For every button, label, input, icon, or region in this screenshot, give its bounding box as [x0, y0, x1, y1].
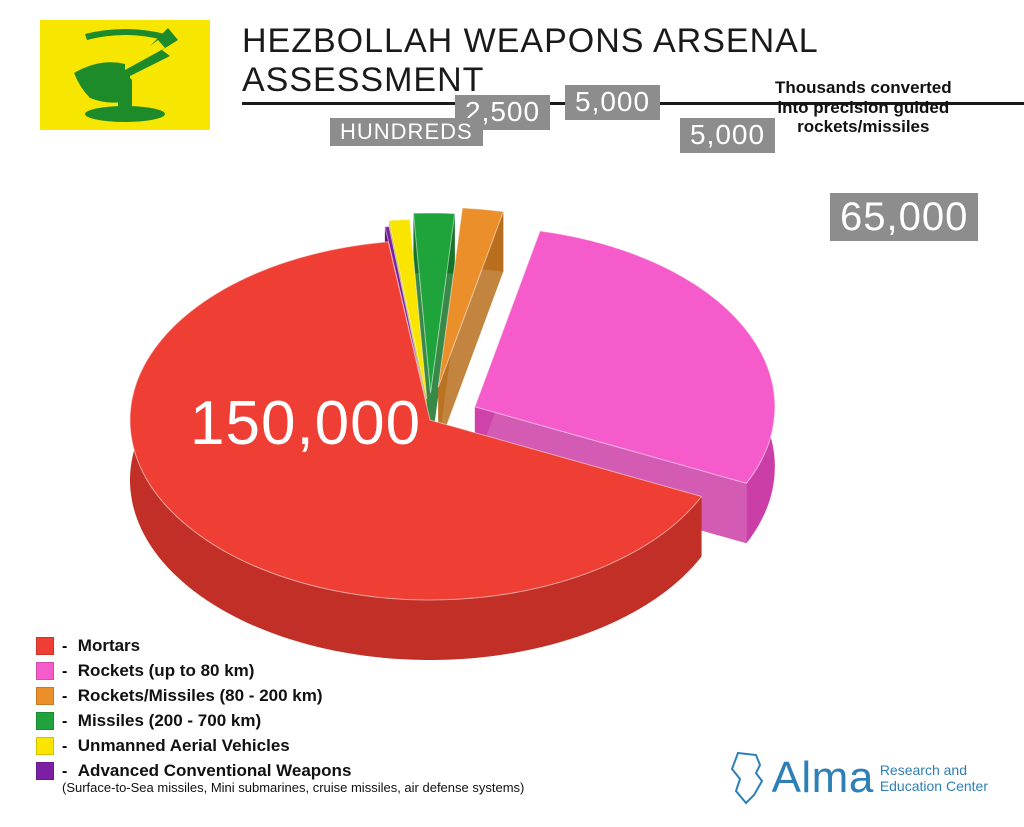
value-label-mortars: 150,000	[190, 390, 421, 458]
legend-label: Advanced Conventional Weapons(Surface-to…	[62, 761, 524, 795]
legend-item-rockets80: - Rockets (up to 80 km)	[36, 662, 524, 681]
legend-swatch	[36, 712, 54, 730]
value-label-rockets80: 65,000	[830, 193, 978, 241]
legend-swatch	[36, 737, 54, 755]
legend-label: Rockets/Missiles (80 - 200 km)	[78, 686, 323, 705]
legend-item-uav: - Unmanned Aerial Vehicles	[36, 737, 524, 756]
legend-label: Missiles (200 - 700 km)	[78, 711, 261, 730]
conversion-annotation: Thousands converted into precision guide…	[775, 78, 952, 137]
legend-item-mortars: - Mortars	[36, 637, 524, 656]
legend-swatch	[36, 637, 54, 655]
legend-swatch	[36, 687, 54, 705]
chart-legend: - Mortars - Rockets (up to 80 km) - Rocket…	[36, 637, 524, 801]
logo-brand-text: Alma	[772, 753, 874, 803]
legend-swatch	[36, 662, 54, 680]
value-label-rockets200: 5,000	[680, 118, 775, 153]
legend-item-advanced: - Advanced Conventional Weapons(Surface-…	[36, 762, 524, 795]
value-label-missiles: 5,000	[565, 85, 660, 120]
logo-tagline: Research and Education Center	[880, 762, 988, 794]
value-label-advanced: HUNDREDS	[330, 118, 483, 146]
legend-swatch	[36, 762, 54, 780]
logo-map-icon	[726, 751, 772, 805]
legend-item-missiles: - Missiles (200 - 700 km)	[36, 712, 524, 731]
legend-item-rockets200: - Rockets/Missiles (80 - 200 km)	[36, 687, 524, 706]
legend-label: Mortars	[78, 636, 140, 655]
source-logo: Alma Research and Education Center	[726, 751, 988, 805]
legend-label: Rockets (up to 80 km)	[78, 661, 255, 680]
legend-label: Unmanned Aerial Vehicles	[78, 736, 290, 755]
